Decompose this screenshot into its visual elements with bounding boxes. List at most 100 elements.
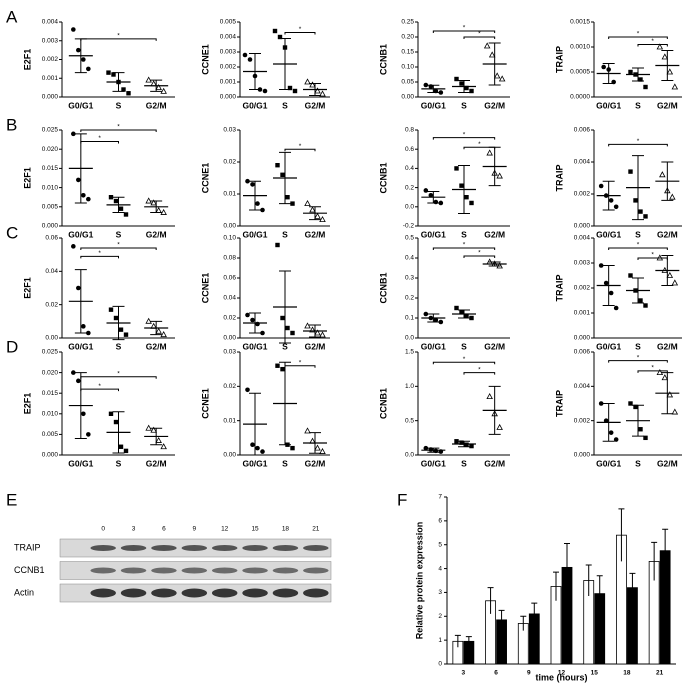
error-bar (150, 427, 163, 446)
y-axis-label: CCNB1 (378, 44, 388, 75)
point (280, 315, 285, 321)
y-tick-label: 0.004 (220, 34, 237, 41)
point (285, 325, 290, 331)
lane-label: 12 (221, 526, 229, 533)
y-tick-label: 0.025 (42, 127, 59, 134)
significance-label: * (478, 141, 481, 148)
point (469, 200, 474, 206)
point (643, 303, 648, 308)
point (250, 317, 255, 323)
x-tick-label: G2/M (305, 458, 326, 468)
point (160, 331, 167, 338)
significance-label: * (463, 25, 466, 32)
point (275, 242, 280, 248)
error-bar (458, 309, 470, 319)
significance-bracket (463, 255, 496, 258)
x-tick-label: G2/M (305, 341, 326, 351)
x-tick-label: G0/G1 (68, 341, 93, 351)
point (469, 443, 474, 449)
y-tick-label: 0.5 (405, 417, 414, 424)
point (155, 436, 162, 443)
point (454, 166, 459, 171)
x-tick-label: G0/G1 (242, 458, 267, 468)
band (242, 567, 268, 574)
significance-bracket (432, 361, 496, 365)
y-tick-label: 0.000 (42, 223, 59, 230)
significance-label: * (651, 252, 654, 259)
point (255, 201, 260, 206)
y-axis-label: E2F1 (22, 393, 32, 415)
y-tick-label: -0.2 (403, 223, 415, 230)
point (106, 70, 111, 75)
panel-label: F (397, 490, 407, 509)
band (151, 545, 177, 551)
point (71, 370, 76, 375)
point (438, 319, 444, 325)
x-axis-label: time (hours) (535, 672, 587, 682)
significance-label: * (98, 383, 101, 390)
error-bar (585, 564, 592, 597)
point (113, 198, 119, 204)
error-bar (602, 403, 615, 442)
y-tick-label: 0.02 (223, 159, 236, 166)
error-bar (150, 79, 163, 92)
point (145, 76, 152, 83)
band (90, 567, 116, 574)
significance-bracket (608, 36, 668, 39)
point (155, 327, 162, 334)
y-tick-label: 0.00 (401, 94, 414, 101)
point (290, 330, 295, 336)
y-tick-label: 0.002 (220, 64, 237, 71)
y-tick-label: 0.020 (42, 146, 59, 153)
point (459, 81, 464, 86)
significance-bracket (463, 146, 496, 150)
point (488, 51, 496, 58)
point (287, 85, 293, 91)
y-tick-label: 0.005 (42, 431, 59, 438)
significance-label: * (463, 356, 466, 363)
x-tick-label: G0/G1 (421, 100, 446, 110)
x-tick-label: G0/G1 (242, 229, 267, 239)
point (459, 309, 464, 315)
x-tick-label: G0/G1 (596, 100, 621, 110)
x-tick-label: G2/M (146, 341, 167, 351)
point (113, 419, 119, 425)
band (242, 588, 268, 598)
y-tick-label: 0.06 (223, 275, 236, 282)
point (666, 68, 674, 75)
band (120, 567, 147, 574)
significance-label: * (299, 359, 302, 366)
x-tick-label: G0/G1 (68, 100, 93, 110)
point (123, 332, 129, 337)
band (272, 545, 299, 551)
error-bar (618, 508, 625, 562)
point (628, 273, 633, 278)
error-bar (309, 432, 321, 454)
point (304, 427, 311, 434)
x-tick-label: G0/G1 (242, 100, 267, 110)
point (454, 305, 459, 311)
point (423, 82, 429, 88)
y-tick-label: 0.05 (401, 79, 414, 86)
x-tick-label: S (116, 229, 122, 239)
y-tick-label: 7 (438, 494, 442, 501)
point (469, 88, 474, 94)
point (319, 331, 326, 338)
error-bar (632, 404, 644, 437)
error-bar (487, 587, 494, 614)
point (155, 83, 162, 91)
y-tick-label: 0.0015 (570, 19, 590, 26)
band (120, 588, 147, 598)
point (292, 88, 298, 94)
y-tick-label: 0.006 (574, 127, 591, 134)
lane-label: 6 (162, 526, 166, 533)
x-tick-label: S (282, 100, 288, 110)
y-tick-label: 0.005 (220, 19, 237, 26)
point (643, 84, 648, 90)
point (145, 197, 152, 204)
significance-label: * (117, 124, 120, 131)
y-tick-label: 0.006 (574, 349, 591, 356)
y-tick-label: 0.004 (574, 235, 591, 242)
y-tick-label: 0.00 (223, 223, 236, 230)
y-tick-label: 4 (438, 565, 442, 572)
